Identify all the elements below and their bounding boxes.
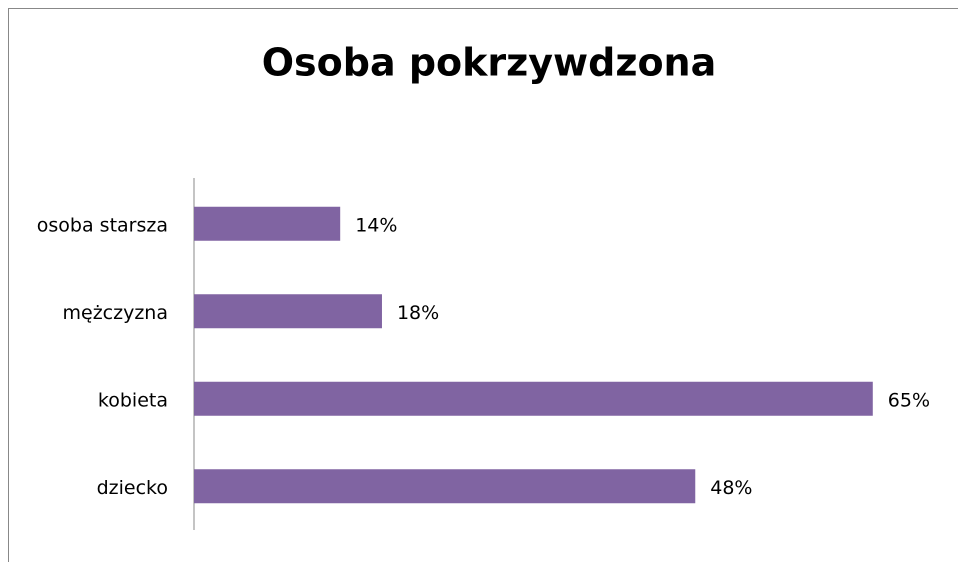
bar — [194, 469, 696, 504]
category-label: osoba starsza — [37, 214, 168, 236]
category-label: mężczyzna — [63, 302, 169, 324]
chart-title: Osoba pokrzywdzona — [262, 41, 717, 85]
bar — [194, 381, 873, 416]
data-label: 48% — [710, 477, 752, 499]
bar — [194, 206, 341, 241]
data-label: 18% — [397, 302, 439, 324]
data-label: 14% — [355, 214, 397, 236]
category-label: kobieta — [98, 389, 168, 411]
data-label: 65% — [888, 389, 930, 411]
category-label: dziecko — [97, 477, 168, 499]
bar — [194, 294, 382, 329]
